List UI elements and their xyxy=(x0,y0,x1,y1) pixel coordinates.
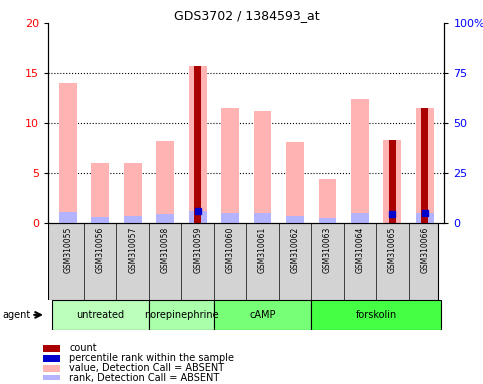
Text: GSM310061: GSM310061 xyxy=(258,227,267,273)
Bar xyxy=(319,217,337,223)
Bar xyxy=(351,99,369,223)
Bar xyxy=(59,83,77,223)
Text: GSM310056: GSM310056 xyxy=(96,227,105,273)
Bar xyxy=(221,108,239,223)
Bar xyxy=(43,355,60,362)
Bar xyxy=(43,365,60,372)
Title: GDS3702 / 1384593_at: GDS3702 / 1384593_at xyxy=(173,9,319,22)
Bar xyxy=(351,212,369,223)
Text: cAMP: cAMP xyxy=(249,310,276,320)
Bar xyxy=(156,214,174,223)
Bar xyxy=(389,140,396,223)
Text: GSM310058: GSM310058 xyxy=(161,227,170,273)
Bar xyxy=(91,163,109,223)
Bar xyxy=(416,108,434,223)
Text: untreated: untreated xyxy=(76,310,124,320)
Bar xyxy=(286,215,304,223)
Text: GSM310065: GSM310065 xyxy=(388,227,397,273)
Bar xyxy=(416,213,434,223)
Bar xyxy=(384,140,401,223)
Text: forskolin: forskolin xyxy=(355,310,397,320)
Text: percentile rank within the sample: percentile rank within the sample xyxy=(69,353,234,363)
Bar xyxy=(59,212,77,223)
Text: agent: agent xyxy=(2,310,30,320)
Text: GSM310066: GSM310066 xyxy=(420,227,429,273)
Bar xyxy=(319,179,337,223)
Text: GSM310062: GSM310062 xyxy=(291,227,299,273)
Text: GSM310060: GSM310060 xyxy=(226,227,235,273)
Bar xyxy=(286,142,304,223)
Bar xyxy=(421,108,428,223)
Bar xyxy=(43,375,60,382)
Bar xyxy=(91,217,109,223)
Bar xyxy=(124,163,142,223)
Bar xyxy=(149,300,214,330)
Bar xyxy=(254,111,271,223)
Bar xyxy=(43,345,60,352)
Text: GSM310055: GSM310055 xyxy=(63,227,72,273)
Text: GSM310059: GSM310059 xyxy=(193,227,202,273)
Bar xyxy=(194,66,201,223)
Text: GSM310064: GSM310064 xyxy=(355,227,365,273)
Bar xyxy=(254,212,271,223)
Bar xyxy=(189,66,207,223)
Bar xyxy=(214,300,311,330)
Text: value, Detection Call = ABSENT: value, Detection Call = ABSENT xyxy=(69,363,224,373)
Text: rank, Detection Call = ABSENT: rank, Detection Call = ABSENT xyxy=(69,373,219,383)
Bar xyxy=(124,216,142,223)
Text: count: count xyxy=(69,343,97,353)
Bar xyxy=(189,211,207,223)
Bar xyxy=(52,300,149,330)
Bar xyxy=(156,141,174,223)
Text: GSM310057: GSM310057 xyxy=(128,227,137,273)
Bar xyxy=(221,212,239,223)
Text: norepinephrine: norepinephrine xyxy=(144,310,219,320)
Text: GSM310063: GSM310063 xyxy=(323,227,332,273)
Bar xyxy=(311,300,441,330)
